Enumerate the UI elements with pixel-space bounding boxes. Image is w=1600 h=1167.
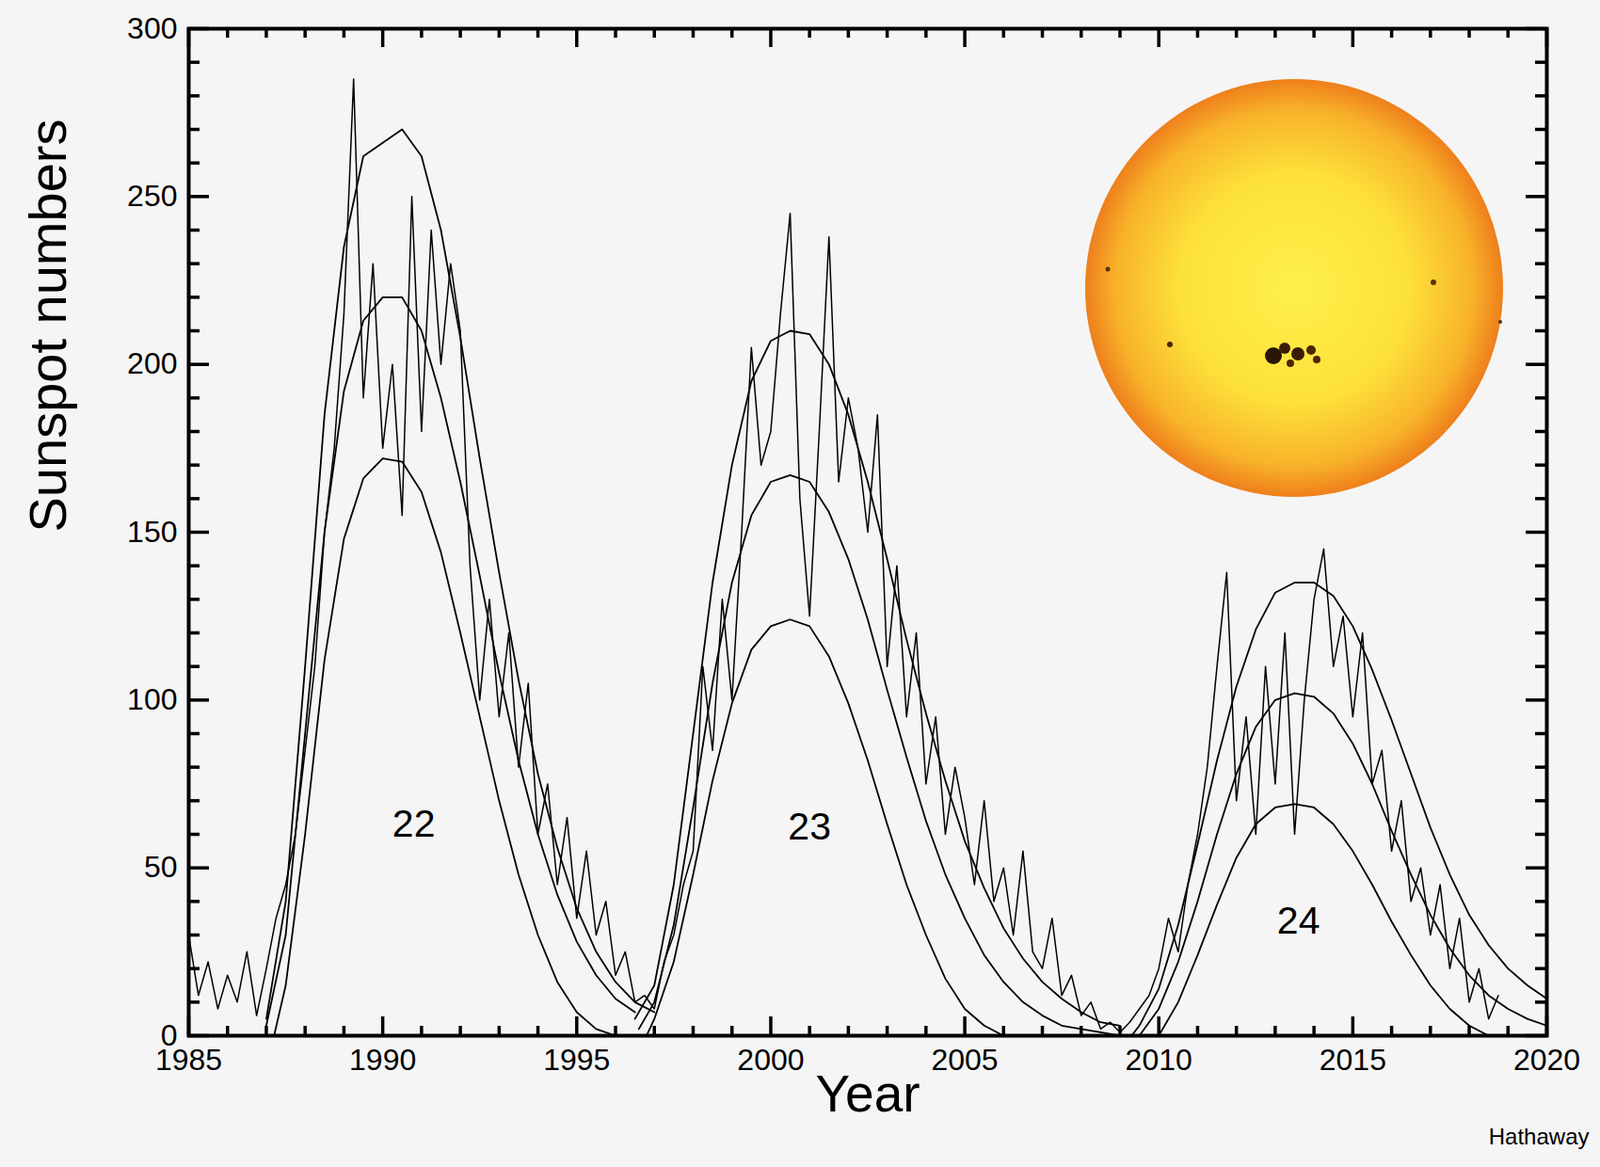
svg-text:1985: 1985 xyxy=(155,1043,223,1077)
svg-text:Sunspot numbers: Sunspot numbers xyxy=(17,119,78,533)
svg-text:22: 22 xyxy=(392,801,436,846)
svg-text:250: 250 xyxy=(127,178,177,213)
svg-text:100: 100 xyxy=(127,682,177,717)
svg-text:1990: 1990 xyxy=(349,1042,416,1077)
svg-text:300: 300 xyxy=(127,11,177,46)
svg-text:0: 0 xyxy=(160,1018,178,1053)
svg-text:2005: 2005 xyxy=(930,1042,998,1077)
svg-text:2020: 2020 xyxy=(1513,1042,1581,1077)
svg-text:23: 23 xyxy=(787,804,832,848)
svg-text:1995: 1995 xyxy=(543,1042,610,1077)
svg-text:200: 200 xyxy=(127,346,177,381)
svg-text:50: 50 xyxy=(144,849,178,884)
svg-text:24: 24 xyxy=(1277,898,1321,943)
svg-text:2000: 2000 xyxy=(736,1042,804,1077)
svg-text:2015: 2015 xyxy=(1319,1042,1387,1077)
svg-text:150: 150 xyxy=(127,514,177,549)
svg-text:Hathaway: Hathaway xyxy=(1488,1123,1590,1150)
svg-text:2010: 2010 xyxy=(1125,1042,1193,1077)
svg-text:Year: Year xyxy=(815,1064,920,1123)
